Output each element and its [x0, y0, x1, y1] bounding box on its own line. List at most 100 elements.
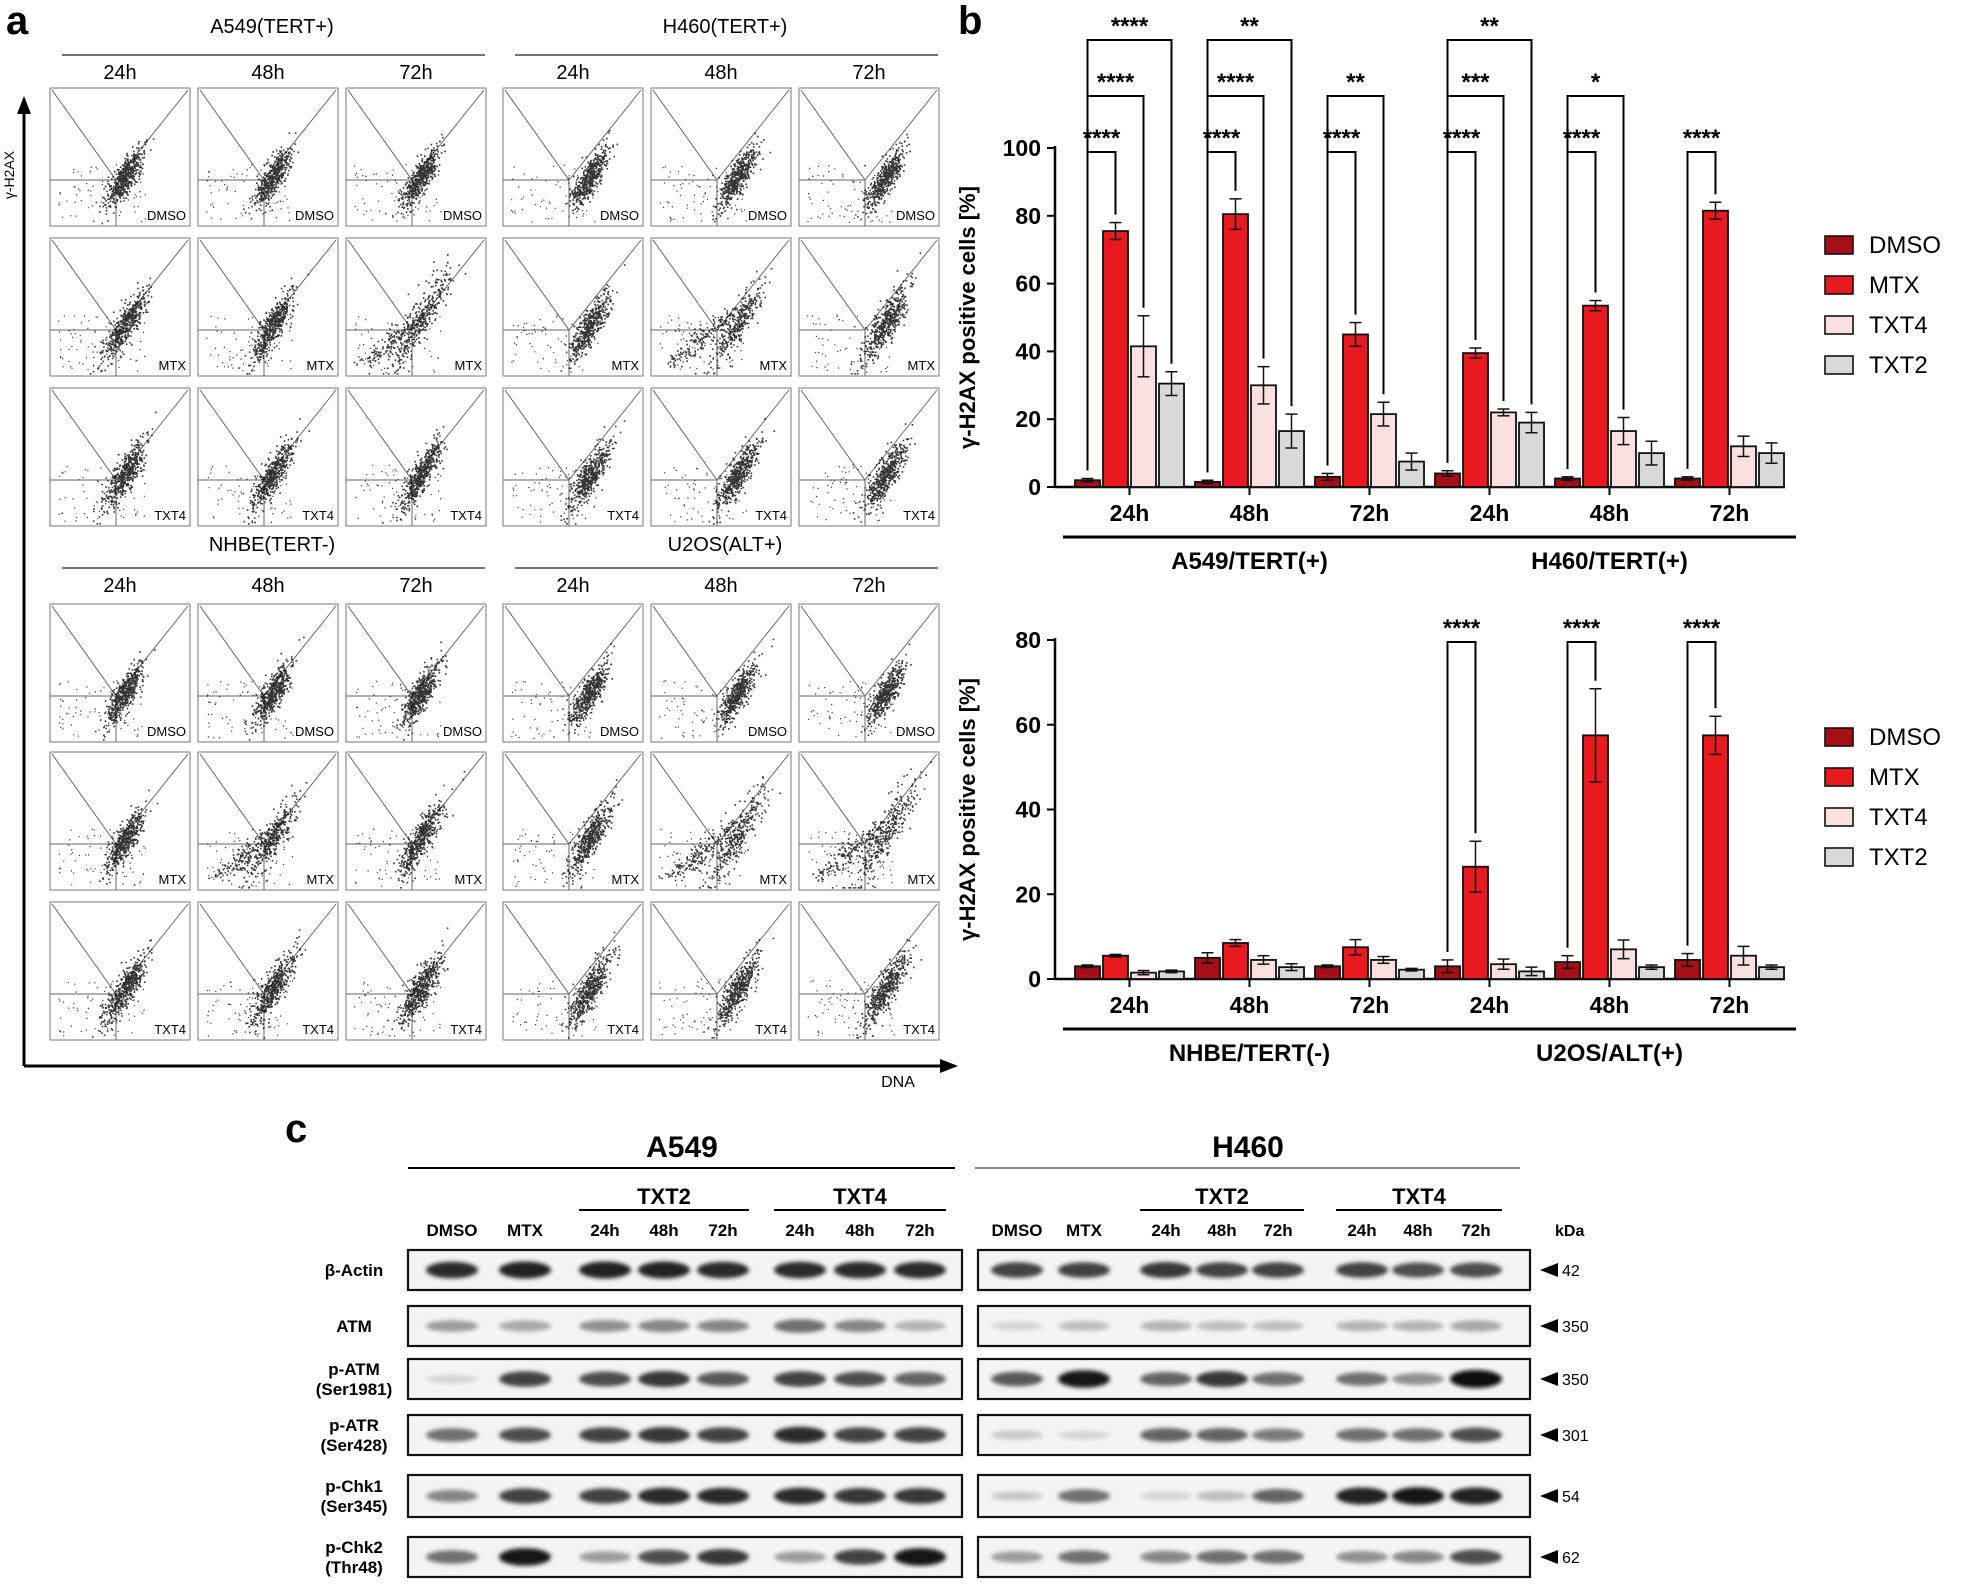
- time-label: 48h: [704, 62, 737, 84]
- protein-band: [499, 1320, 551, 1332]
- y-tick-label: 0: [1028, 474, 1041, 500]
- scatter-events: [659, 937, 775, 1039]
- significance-bracket: [1446, 39, 1533, 463]
- treatment-label: TXT4: [450, 508, 482, 523]
- scatter-plot: MTX: [49, 751, 191, 891]
- treatment-label: TXT4: [903, 508, 935, 523]
- scatter-events: [511, 130, 619, 223]
- kda-arrow: [1540, 1263, 1558, 1277]
- kda-value: 301: [1562, 1428, 1589, 1445]
- blot-row-sublabel: (Ser428): [320, 1436, 387, 1455]
- kda-value: 42: [1562, 1263, 1580, 1280]
- protein-band: [1058, 1370, 1110, 1388]
- protein-band: [1196, 1321, 1248, 1331]
- scatter-events: [356, 641, 448, 741]
- time-label: 48h: [251, 62, 284, 84]
- scatter-events: [659, 268, 773, 375]
- protein-band: [1336, 1428, 1388, 1442]
- protein-band: [579, 1261, 631, 1279]
- significance-bracket: [1086, 39, 1173, 471]
- protein-band: [991, 1430, 1043, 1440]
- plot-frame: [798, 901, 940, 1041]
- protein-band: [894, 1548, 946, 1566]
- protein-band: [894, 1372, 946, 1386]
- plot-frame: [650, 387, 792, 527]
- scatter-events: [807, 939, 923, 1039]
- treatment-label: MTX: [760, 872, 788, 887]
- scatter-events: [354, 771, 466, 889]
- significance-stars: ****: [1443, 125, 1481, 152]
- protein-band: [499, 1261, 551, 1279]
- protein-band: [1392, 1487, 1444, 1505]
- treatment-label: DMSO: [443, 208, 482, 223]
- protein-band: [697, 1427, 749, 1443]
- treatment-label: DMSO: [896, 208, 935, 223]
- treatment-label: TXT4: [302, 1022, 334, 1037]
- protein-band: [499, 1371, 551, 1387]
- treatment-label: DMSO: [748, 724, 787, 739]
- scatter-plot: TXT4: [197, 901, 339, 1041]
- protein-band: [894, 1320, 946, 1332]
- protein-band: [1336, 1487, 1388, 1505]
- bar-mtx: [1222, 942, 1249, 980]
- plot-frame: [502, 237, 644, 377]
- protein-band: [1336, 1320, 1388, 1332]
- bar-mtx: [1222, 213, 1249, 488]
- time-label: 72h: [399, 62, 432, 84]
- significance-stars: ****: [1111, 13, 1149, 40]
- scatter-events: [810, 423, 916, 523]
- scatter-plot: MTX: [798, 751, 940, 891]
- protein-band: [697, 1487, 749, 1505]
- protein-band: [1140, 1491, 1192, 1501]
- y-tick-label: 80: [1015, 627, 1041, 653]
- lane-label: 48h: [1403, 1221, 1432, 1240]
- protein-band: [834, 1371, 886, 1387]
- y-tick-label: 0: [1028, 966, 1041, 992]
- protein-band: [1336, 1262, 1388, 1278]
- treatment-label: MTX: [307, 872, 335, 887]
- protein-band: [1252, 1550, 1304, 1564]
- lane-label: 48h: [845, 1221, 874, 1240]
- bar-txt4: [1490, 411, 1517, 488]
- treatment-label: DMSO: [295, 724, 334, 739]
- y-tick-label: 100: [1003, 135, 1041, 161]
- y-tick-label: 20: [1015, 406, 1041, 432]
- scatter-plot: DMSO: [49, 603, 191, 743]
- kda-arrow: [1540, 1550, 1558, 1564]
- significance-stars: ***: [1461, 69, 1490, 96]
- scatter-events: [353, 254, 467, 375]
- panel-a-letter: a: [6, 0, 29, 43]
- protein-band: [774, 1487, 826, 1505]
- y-tick-label: 80: [1015, 203, 1041, 229]
- protein-band: [834, 1488, 886, 1504]
- bar-mtx: [1462, 352, 1489, 488]
- treatment-label: TXT4: [903, 1022, 935, 1037]
- significance-stars: **: [1346, 69, 1365, 96]
- treatment-label: DMSO: [295, 208, 334, 223]
- treatment-label: MTX: [612, 358, 640, 373]
- plot-frame: [345, 751, 487, 891]
- legend-label: TXT4: [1869, 804, 1928, 831]
- treatment-label: MTX: [612, 872, 640, 887]
- blot-row-label: ATM: [336, 1317, 372, 1336]
- plot-frame: [345, 87, 487, 227]
- scatter-plot: DMSO: [345, 603, 487, 743]
- protein-band: [697, 1371, 749, 1387]
- protein-band: [499, 1427, 551, 1443]
- protein-band: [1196, 1550, 1248, 1564]
- protein-band: [638, 1487, 690, 1505]
- scatter-events: [664, 418, 776, 525]
- time-label: 72h: [399, 575, 432, 597]
- y-axis-title: γ-H2AX positive cells [%]: [955, 678, 980, 941]
- treatment-label: MTX: [159, 872, 187, 887]
- scatter-events: [512, 420, 626, 525]
- cell-line-label: H460: [1212, 1131, 1284, 1164]
- group-label: U2OS/ALT(+): [1536, 1040, 1683, 1067]
- legend-swatch: [1824, 847, 1854, 867]
- treatment-label: MTX: [908, 358, 936, 373]
- protein-band: [1196, 1491, 1248, 1501]
- kda-value: 62: [1562, 1550, 1580, 1567]
- panel-a-flow-cytometry: γ-H2AX DNA A549(TERT+) 24h DMSO MTX TXT4 48h DMS…: [1, 16, 958, 1091]
- kda-arrow: [1540, 1428, 1558, 1442]
- scatter-plot: MTX: [197, 237, 339, 377]
